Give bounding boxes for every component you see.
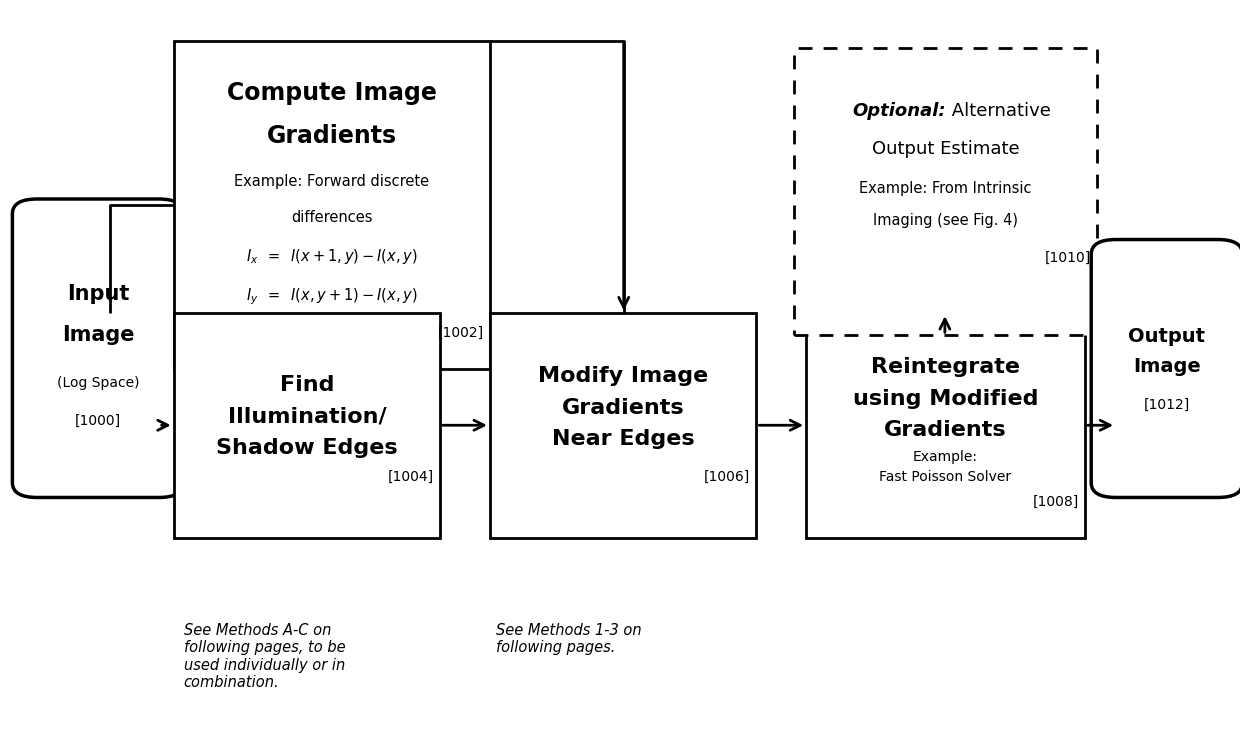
Text: Compute Image: Compute Image — [227, 81, 436, 105]
Text: Image: Image — [62, 325, 134, 345]
Text: Find: Find — [280, 375, 334, 395]
Text: Gradients: Gradients — [562, 398, 684, 418]
Text: See Methods A-C on
following pages, to be
used individually or in
combination.: See Methods A-C on following pages, to b… — [184, 623, 345, 690]
Text: Imaging (see Fig. 4): Imaging (see Fig. 4) — [873, 213, 1018, 228]
FancyBboxPatch shape — [490, 313, 756, 538]
Text: using Modified: using Modified — [853, 388, 1038, 408]
Text: Optional:: Optional: — [852, 102, 945, 120]
Text: (Log Space): (Log Space) — [57, 376, 139, 390]
Text: Gradients: Gradients — [267, 124, 397, 147]
Text: differences: differences — [291, 210, 372, 225]
Text: Output: Output — [1128, 327, 1205, 346]
Text: [1000]: [1000] — [74, 414, 122, 428]
FancyBboxPatch shape — [12, 199, 184, 497]
Text: Example: From Intrinsic: Example: From Intrinsic — [859, 181, 1032, 196]
Text: See Methods 1-3 on
following pages.: See Methods 1-3 on following pages. — [496, 623, 641, 655]
Text: [1010]: [1010] — [1045, 251, 1091, 265]
Text: Example: Forward discrete: Example: Forward discrete — [234, 174, 429, 189]
FancyBboxPatch shape — [174, 41, 490, 369]
FancyBboxPatch shape — [806, 313, 1085, 538]
FancyBboxPatch shape — [794, 48, 1097, 335]
Text: Example:: Example: — [913, 450, 978, 464]
Text: Shadow Edges: Shadow Edges — [216, 438, 398, 458]
FancyBboxPatch shape — [174, 313, 440, 538]
FancyBboxPatch shape — [1091, 240, 1240, 497]
Text: Output Estimate: Output Estimate — [872, 139, 1019, 158]
Text: [1002]: [1002] — [438, 326, 484, 340]
Text: Near Edges: Near Edges — [552, 429, 694, 449]
Text: [1006]: [1006] — [704, 470, 750, 484]
Text: $I_x \;\;=\;\; I(x+1,y) - I(x,y)$: $I_x \;\;=\;\; I(x+1,y) - I(x,y)$ — [246, 248, 418, 267]
Text: Input: Input — [67, 284, 129, 304]
Text: Alternative: Alternative — [945, 102, 1050, 120]
Text: Image: Image — [1133, 357, 1200, 376]
Text: [1012]: [1012] — [1143, 398, 1190, 412]
Text: $I_y \;\;=\;\; I(x,y+1) - I(x,y)$: $I_y \;\;=\;\; I(x,y+1) - I(x,y)$ — [246, 286, 418, 307]
Text: Illumination/: Illumination/ — [228, 407, 386, 427]
Text: Fast Poisson Solver: Fast Poisson Solver — [879, 470, 1012, 484]
Text: [1004]: [1004] — [388, 470, 434, 484]
Text: [1008]: [1008] — [1033, 495, 1079, 509]
Text: Modify Image: Modify Image — [538, 366, 708, 386]
Text: Reintegrate: Reintegrate — [870, 357, 1021, 377]
Text: Gradients: Gradients — [884, 420, 1007, 440]
